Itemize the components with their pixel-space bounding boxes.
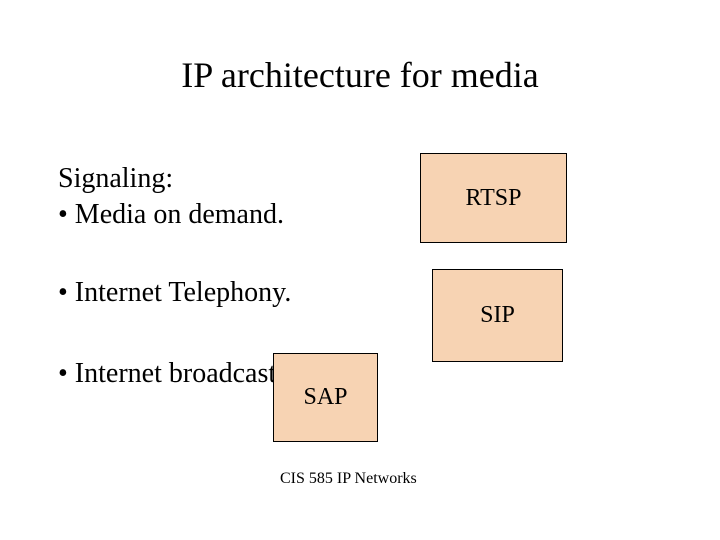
bullet-internet-broadcast: • Internet broadcast. — [58, 358, 283, 390]
text-signaling: Signaling: — [58, 163, 173, 195]
slide: IP architecture for media Signaling: • M… — [0, 0, 720, 540]
box-sap-label: SAP — [303, 384, 347, 411]
box-sip: SIP — [432, 269, 563, 362]
slide-title: IP architecture for media — [0, 54, 720, 96]
box-rtsp: RTSP — [420, 153, 567, 243]
bullet-internet-telephony: • Internet Telephony. — [58, 277, 291, 309]
bullet-media-on-demand: • Media on demand. — [58, 199, 284, 231]
box-rtsp-label: RTSP — [466, 185, 522, 212]
box-sip-label: SIP — [480, 302, 515, 329]
box-sap: SAP — [273, 353, 378, 442]
slide-footer: CIS 585 IP Networks — [280, 470, 417, 488]
